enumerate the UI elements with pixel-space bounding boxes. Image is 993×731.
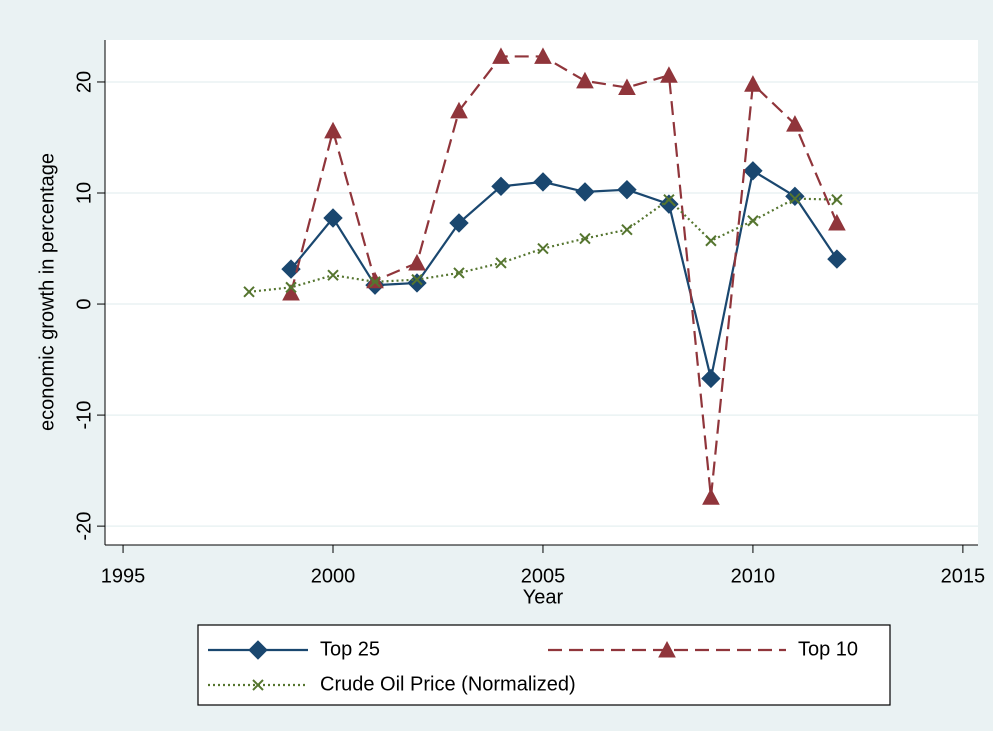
data-point (618, 78, 636, 96)
data-point (243, 286, 255, 298)
data-point (786, 115, 804, 132)
data-point (533, 172, 553, 192)
data-point (617, 179, 637, 200)
data-point (701, 368, 721, 389)
legend-marker (248, 640, 268, 660)
data-point (407, 273, 427, 293)
data-point (408, 253, 426, 271)
data-point (789, 192, 801, 205)
data-point (747, 215, 759, 227)
data-point (366, 271, 384, 289)
data-point (744, 75, 762, 92)
data-point (827, 249, 847, 269)
data-point (537, 242, 549, 255)
data-point (534, 47, 552, 64)
y-tick-label: 0 (73, 298, 95, 309)
y-tick-label: -10 (73, 401, 95, 430)
data-point (621, 223, 633, 236)
data-point (324, 121, 342, 139)
data-point (831, 193, 843, 206)
data-point (575, 182, 595, 202)
data-point (285, 281, 297, 294)
legend-marker (658, 640, 676, 658)
x-tick-label: 1995 (101, 565, 146, 587)
data-point (659, 194, 679, 214)
x-tick-label: 2000 (311, 565, 356, 587)
data-point (450, 101, 468, 119)
data-point (492, 47, 510, 64)
y-tick-label: -20 (73, 512, 95, 541)
data-point (453, 267, 465, 279)
data-point (327, 269, 339, 281)
data-point (660, 66, 678, 83)
series-line (289, 55, 838, 498)
legend-label: Crude Oil Price (Normalized) (320, 673, 576, 695)
x-tick-label: 2010 (731, 565, 776, 587)
legend (197, 624, 891, 706)
data-point (579, 232, 591, 245)
data-point (495, 257, 507, 269)
data-point (323, 208, 343, 228)
y-axis-label: economic growth in percentage (36, 153, 58, 431)
legend-label: Top 25 (320, 638, 380, 660)
data-point (743, 161, 763, 181)
x-tick-label: 2015 (941, 565, 986, 587)
data-point (828, 213, 846, 231)
data-point (576, 71, 594, 89)
legend-label: Top 10 (798, 638, 858, 660)
legend-marker (252, 679, 264, 691)
x-axis-label: Year (523, 586, 564, 608)
x-tick-label: 2005 (521, 565, 566, 587)
data-point (369, 276, 381, 288)
y-tick-label: 10 (73, 182, 95, 204)
y-tick-label: 20 (73, 71, 95, 93)
data-point (663, 193, 675, 206)
data-point (491, 176, 511, 197)
data-point (411, 273, 423, 286)
data-point (702, 488, 720, 505)
data-point (449, 213, 469, 233)
plot-area (105, 40, 978, 545)
data-point (705, 235, 717, 247)
